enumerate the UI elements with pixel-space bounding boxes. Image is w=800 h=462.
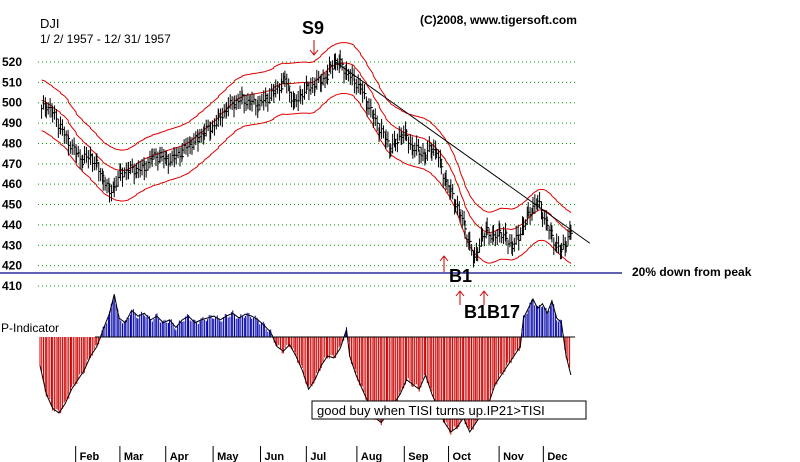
lower-band xyxy=(41,93,572,264)
signal-arrow-head xyxy=(309,49,319,56)
month-label: Dec xyxy=(547,451,567,462)
annotation-box xyxy=(311,400,587,420)
y-tick-label: 520 xyxy=(2,55,22,69)
s9-signal-label: S9 xyxy=(302,18,324,38)
annotation-text: good buy when TISI turns up.IP21>TISI xyxy=(317,403,545,418)
month-label: Jun xyxy=(265,451,285,462)
y-tick-label: 430 xyxy=(2,238,22,252)
upper-band xyxy=(41,42,572,214)
signal-arrows xyxy=(309,40,489,305)
copyright-text: (C)2008, www.tigersoft.com xyxy=(420,13,577,27)
month-label: May xyxy=(217,451,239,462)
month-label: Jul xyxy=(310,451,326,462)
price-bars xyxy=(41,49,573,268)
b1-signal-label: B1 xyxy=(449,266,472,286)
reference-line-label: 20% down from peak xyxy=(632,265,752,279)
y-tick-label: 480 xyxy=(2,136,22,150)
down-trendline xyxy=(335,61,591,244)
y-tick-label: 470 xyxy=(2,157,22,171)
month-label: Apr xyxy=(170,451,190,462)
signal-arrow-head xyxy=(439,255,449,262)
chart-subtitle: 1/ 2/ 1957 - 12/ 31/ 1957 xyxy=(40,32,171,46)
month-label: Mar xyxy=(124,451,144,462)
y-tick-label: 500 xyxy=(2,96,22,110)
indicator-name: P-Indicator xyxy=(1,321,59,335)
y-tick-label: 440 xyxy=(2,218,22,232)
price-y-axis: 410 420 430 440 450 460 470 480 490 500 510 520 xyxy=(2,55,22,293)
b1b17-signal-label: B1B17 xyxy=(464,302,520,322)
p-indicator-bars xyxy=(39,294,575,435)
month-label: Oct xyxy=(453,451,472,462)
y-tick-label: 410 xyxy=(2,279,22,293)
y-tick-label: 420 xyxy=(2,259,22,273)
price-bands xyxy=(0,42,622,274)
y-tick-label: 460 xyxy=(2,177,22,191)
month-label: Nov xyxy=(503,451,525,462)
signal-arrow-head xyxy=(455,290,465,297)
month-axis: Feb Mar Apr May Jun Jul Aug Sep Oct Nov Dec xyxy=(75,446,568,462)
signal-arrow-head xyxy=(479,290,489,297)
y-tick-label: 490 xyxy=(2,116,22,130)
chart-title: DJI xyxy=(40,16,60,31)
y-tick-label: 510 xyxy=(2,75,22,89)
month-label: Sep xyxy=(408,451,428,462)
month-label: Feb xyxy=(80,451,100,462)
y-tick-label: 450 xyxy=(2,198,22,212)
month-label: Aug xyxy=(361,451,382,462)
indicator-line xyxy=(39,294,572,434)
